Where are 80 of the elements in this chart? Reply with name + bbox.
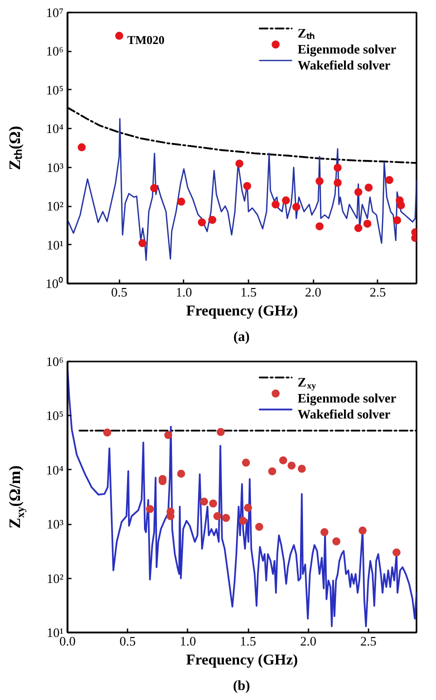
point [320,528,328,536]
point [272,200,280,208]
x-tick-label: 1.5 [240,284,257,300]
point [364,184,373,192]
point [358,526,367,535]
legend-label: Wakefield solver [298,57,391,72]
point [392,548,401,556]
y-tick-label: 10³ [46,516,64,532]
point [222,514,230,522]
point [208,216,216,224]
legend-label: Eigenmode solver [298,41,396,56]
point [334,178,342,187]
point [235,160,244,168]
point [354,188,362,196]
point [279,456,288,464]
point [209,500,218,508]
x-tick-label: 2.0 [300,634,316,648]
x-tick-label: 0.5 [120,634,136,648]
line-series [68,118,416,261]
point [243,182,252,190]
y-tick-label: 10⁰ [46,276,64,291]
x-tick-label: 1.5 [240,634,256,648]
point [393,216,402,224]
y-tick-label: 10² [46,570,64,586]
y-axis-title: Zₜₕ(Ω) [7,125,25,170]
y-tick-label: 10³ [46,160,64,175]
x-tick-label: 2.5 [370,284,386,300]
point [146,505,154,513]
y-tick-label: 10⁵ [46,408,64,424]
x-tick-label: 2.0 [304,284,322,300]
point [268,467,276,476]
y-tick-label: 10² [46,198,64,214]
point [292,202,300,211]
point [282,196,290,204]
point [354,224,362,232]
text: (b) [232,679,250,695]
y-tick-label: 10⁴ [46,462,64,478]
point [255,522,264,531]
legend-label: Zₜₕ [298,25,314,40]
legend-label: Eigenmode solver [298,390,396,406]
point [200,498,208,506]
point [164,431,172,440]
point [244,504,252,512]
point [288,462,296,470]
point [316,222,324,230]
point [150,184,158,192]
point [177,198,186,206]
x-tick-label: 0.5 [111,284,128,300]
point [177,470,186,478]
y-tick-label: 10⁷ [46,5,64,20]
point [213,512,222,520]
point [332,537,340,546]
point [396,201,405,210]
point [334,164,342,172]
annotation: TM020 [127,32,165,47]
x-tick-label: 0.0 [59,634,76,648]
y-tick-label: 10⁴ [46,121,64,136]
y-tick-label: 10¹ [46,237,64,252]
point [78,143,86,152]
y-tick-label: 10⁵ [46,82,64,98]
point [216,428,225,436]
legend-label: Wakefield solver [298,406,391,422]
point [198,218,206,226]
point [242,458,250,467]
text: (a) [233,330,250,346]
point [138,239,146,248]
x-axis-title: Frequency (GHz) [186,652,298,668]
point [115,32,124,40]
point [363,220,372,228]
x-tick-label: 2.5 [360,634,376,648]
y-tick-label: 10⁶ [46,44,64,59]
point [103,428,112,436]
x-tick-label: 1.0 [176,284,192,300]
x-tick-label: 1.0 [180,634,196,648]
point [316,177,324,186]
point [298,464,306,473]
x-axis-title: Frequency (GHz) [186,304,298,320]
y-tick-label: 10⁶ [46,354,64,369]
point [238,516,247,525]
point [385,176,394,184]
